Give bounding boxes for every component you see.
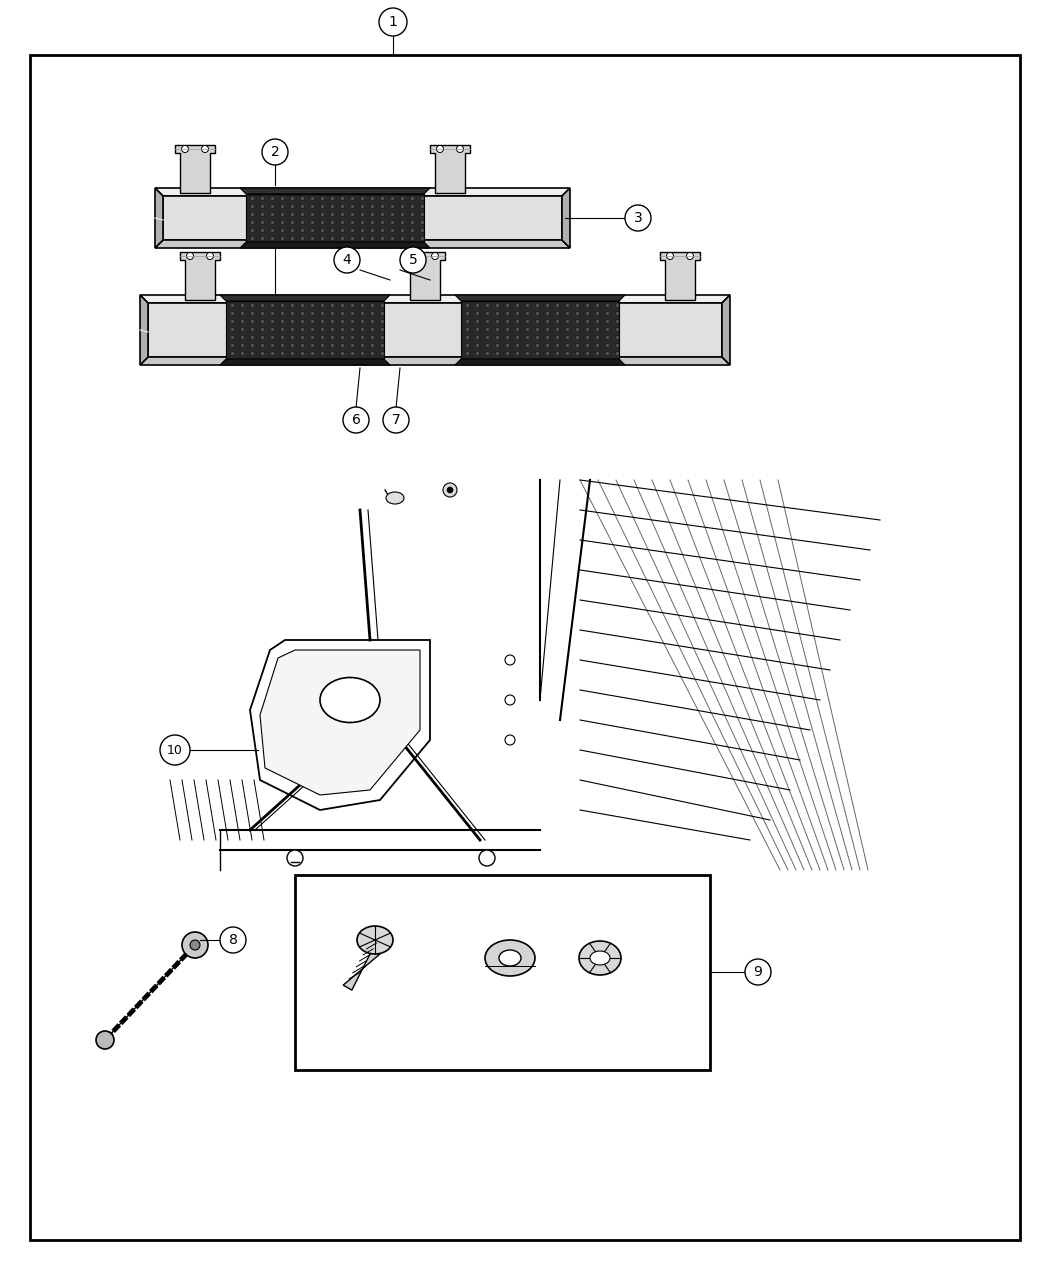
Polygon shape (461, 301, 620, 360)
Polygon shape (660, 252, 700, 300)
Circle shape (505, 734, 514, 745)
Circle shape (220, 927, 246, 952)
Ellipse shape (499, 950, 521, 966)
Text: 8: 8 (229, 933, 237, 947)
Circle shape (96, 1031, 114, 1049)
Polygon shape (455, 295, 625, 301)
Text: 4: 4 (342, 252, 352, 266)
Polygon shape (405, 252, 445, 300)
Circle shape (479, 850, 495, 866)
Circle shape (187, 252, 193, 260)
Polygon shape (180, 252, 220, 300)
Polygon shape (155, 187, 163, 249)
Ellipse shape (485, 940, 536, 975)
Circle shape (400, 247, 426, 273)
Circle shape (182, 145, 189, 153)
Polygon shape (220, 295, 390, 301)
Circle shape (447, 487, 453, 493)
Polygon shape (163, 196, 562, 240)
Bar (295, 875, 710, 1070)
Circle shape (437, 145, 443, 153)
Text: 7: 7 (392, 413, 400, 427)
Text: 1: 1 (388, 15, 398, 29)
Circle shape (334, 247, 360, 273)
Circle shape (746, 959, 771, 986)
Polygon shape (175, 145, 215, 193)
Text: 6: 6 (352, 413, 360, 427)
Polygon shape (140, 295, 730, 303)
Circle shape (343, 407, 369, 434)
Circle shape (443, 483, 457, 497)
Polygon shape (260, 650, 420, 796)
Circle shape (505, 655, 514, 666)
Polygon shape (343, 954, 380, 991)
Polygon shape (148, 303, 722, 357)
Polygon shape (140, 357, 730, 365)
Circle shape (202, 145, 209, 153)
Polygon shape (220, 360, 390, 365)
Circle shape (287, 850, 303, 866)
Text: 10: 10 (167, 743, 183, 756)
Ellipse shape (357, 926, 393, 954)
Polygon shape (240, 242, 430, 249)
Circle shape (412, 252, 419, 260)
Text: 9: 9 (754, 965, 762, 979)
Ellipse shape (320, 677, 380, 723)
Ellipse shape (590, 951, 610, 965)
Circle shape (262, 139, 288, 164)
Polygon shape (140, 295, 148, 365)
Polygon shape (455, 360, 625, 365)
Polygon shape (430, 145, 470, 193)
Text: 3: 3 (633, 210, 643, 224)
Circle shape (383, 407, 410, 434)
Polygon shape (246, 194, 424, 242)
Polygon shape (155, 187, 570, 196)
Polygon shape (155, 240, 570, 249)
Polygon shape (226, 301, 384, 360)
Circle shape (687, 252, 693, 260)
Circle shape (505, 695, 514, 705)
Ellipse shape (386, 492, 404, 504)
Polygon shape (722, 295, 730, 365)
Circle shape (160, 734, 190, 765)
Circle shape (625, 205, 651, 231)
Text: 2: 2 (271, 145, 279, 159)
Ellipse shape (579, 941, 621, 975)
Circle shape (457, 145, 463, 153)
Polygon shape (240, 187, 430, 194)
Text: 5: 5 (408, 252, 418, 266)
Circle shape (667, 252, 673, 260)
Circle shape (432, 252, 439, 260)
Circle shape (190, 940, 200, 950)
Circle shape (379, 8, 407, 36)
Polygon shape (250, 640, 430, 810)
Polygon shape (562, 187, 570, 249)
Circle shape (207, 252, 213, 260)
Circle shape (182, 932, 208, 958)
